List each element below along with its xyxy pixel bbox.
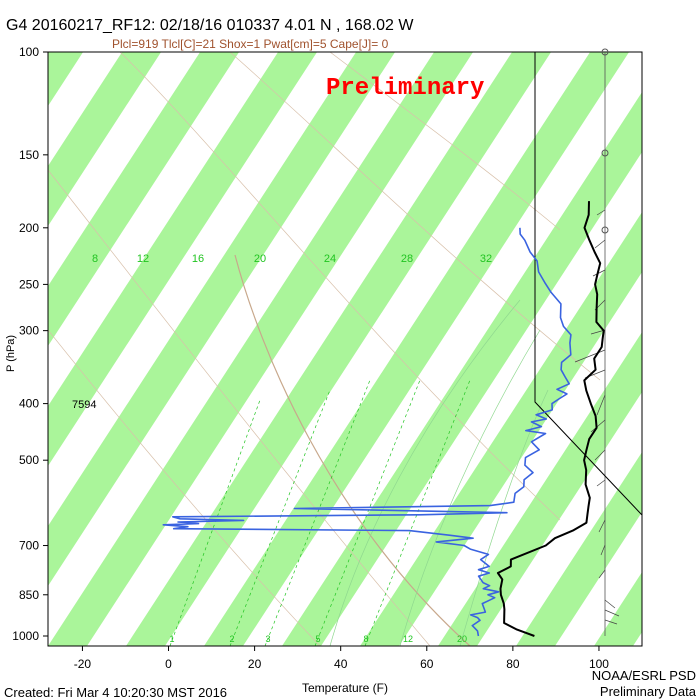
y-tick-label: 250 <box>19 277 39 291</box>
isotherm-band <box>516 452 642 646</box>
height-label: 7594 <box>72 399 96 411</box>
guide-lines <box>48 52 601 646</box>
y-tick-label: 700 <box>19 539 39 553</box>
mixing-ratio-label: 8 <box>363 634 368 644</box>
dewpoint-line <box>162 227 572 637</box>
moist-adiabat-line <box>399 329 541 646</box>
chart-subtitle: Plcl=919 Tlcl[C]=21 Shox=1 Pwat[cm]=5 Ca… <box>112 37 389 51</box>
wind-barb-panel <box>574 48 620 636</box>
mixing-ratio-line <box>169 399 261 646</box>
sounding-traces <box>162 201 605 637</box>
isotherm-band <box>48 52 474 646</box>
mixing-ratio-label: 8 <box>92 253 98 265</box>
mixing-ratio-label: 3 <box>265 634 270 644</box>
mixing-ratio-label: 5 <box>315 634 320 644</box>
credit-line-1: NOAA/ESRL PSD <box>592 668 696 683</box>
mixing-ratio-label: 24 <box>324 253 336 265</box>
created-timestamp: Created: Fri Mar 4 10:20:30 MST 2016 <box>4 685 227 700</box>
isotherm-band <box>48 52 162 226</box>
y-tick-label: 300 <box>19 324 39 338</box>
mixing-ratio-line <box>229 389 331 646</box>
x-tick-label: 20 <box>248 657 262 671</box>
isotherm-band <box>48 52 318 466</box>
isotherm-band <box>48 52 84 106</box>
x-tick-label: 40 <box>334 657 348 671</box>
x-tick-label: -20 <box>74 657 92 671</box>
isotherm-band <box>126 52 552 646</box>
temperature-bands <box>48 0 700 646</box>
temperature-line <box>496 201 605 637</box>
mixing-ratio-label: 16 <box>192 253 204 265</box>
mixing-ratio-labels: 8 12 16 20 24 28 321 2 3 5 8 12 20 <box>92 253 492 644</box>
y-tick-label: 400 <box>19 397 39 411</box>
mixing-ratio-label: 2 <box>229 634 234 644</box>
y-tick-label: 850 <box>19 588 39 602</box>
credit-line-2: Preliminary Data <box>600 684 697 699</box>
dry-adiabat-line <box>119 52 561 521</box>
isotherm-band <box>438 332 642 646</box>
mixing-ratio-label: 32 <box>480 253 492 265</box>
y-tick-label: 1000 <box>12 629 39 643</box>
x-tick-label: 100 <box>589 657 609 671</box>
mixing-ratio-label: 12 <box>137 253 149 265</box>
x-axis-label: Temperature (F) <box>302 681 388 695</box>
isotherm-band <box>360 212 642 646</box>
y-axis-label: P (hPa) <box>5 335 17 372</box>
preliminary-watermark: Preliminary <box>326 75 484 102</box>
x-tick-label: 60 <box>420 657 434 671</box>
mixing-ratio-label: 1 <box>169 634 174 644</box>
y-tick-label: 100 <box>19 45 39 59</box>
isotherm-band <box>48 52 396 586</box>
isotherm-band <box>672 0 700 646</box>
mixing-ratio-label: 20 <box>457 634 467 644</box>
isotherm-band <box>204 52 630 646</box>
panel-boundary-line <box>534 52 643 516</box>
mixing-ratio-label: 20 <box>254 253 266 265</box>
moist-adiabat-line <box>329 299 521 646</box>
plot-frame <box>47 51 643 647</box>
axes: 100 150 200 250 300 400 500 700 850 1000 -20 0 20 40 6… <box>12 45 609 671</box>
dry-adiabat-line <box>329 52 561 231</box>
x-tick-label: 0 <box>165 657 172 671</box>
dry-adiabat-line <box>48 169 431 646</box>
y-tick-label: 200 <box>19 221 39 235</box>
isotherm-band <box>48 52 240 346</box>
isotherm-band <box>594 572 642 646</box>
chart-title: G4 20160217_RF12: 02/18/16 010337 4.01 N… <box>6 17 414 34</box>
mixing-ratio-label: 28 <box>401 253 413 265</box>
y-tick-label: 500 <box>19 453 39 467</box>
dry-adiabat-line <box>48 329 321 646</box>
mixing-ratio-label: 12 <box>403 634 413 644</box>
y-tick-label: 150 <box>19 148 39 162</box>
x-tick-label: 80 <box>506 657 520 671</box>
